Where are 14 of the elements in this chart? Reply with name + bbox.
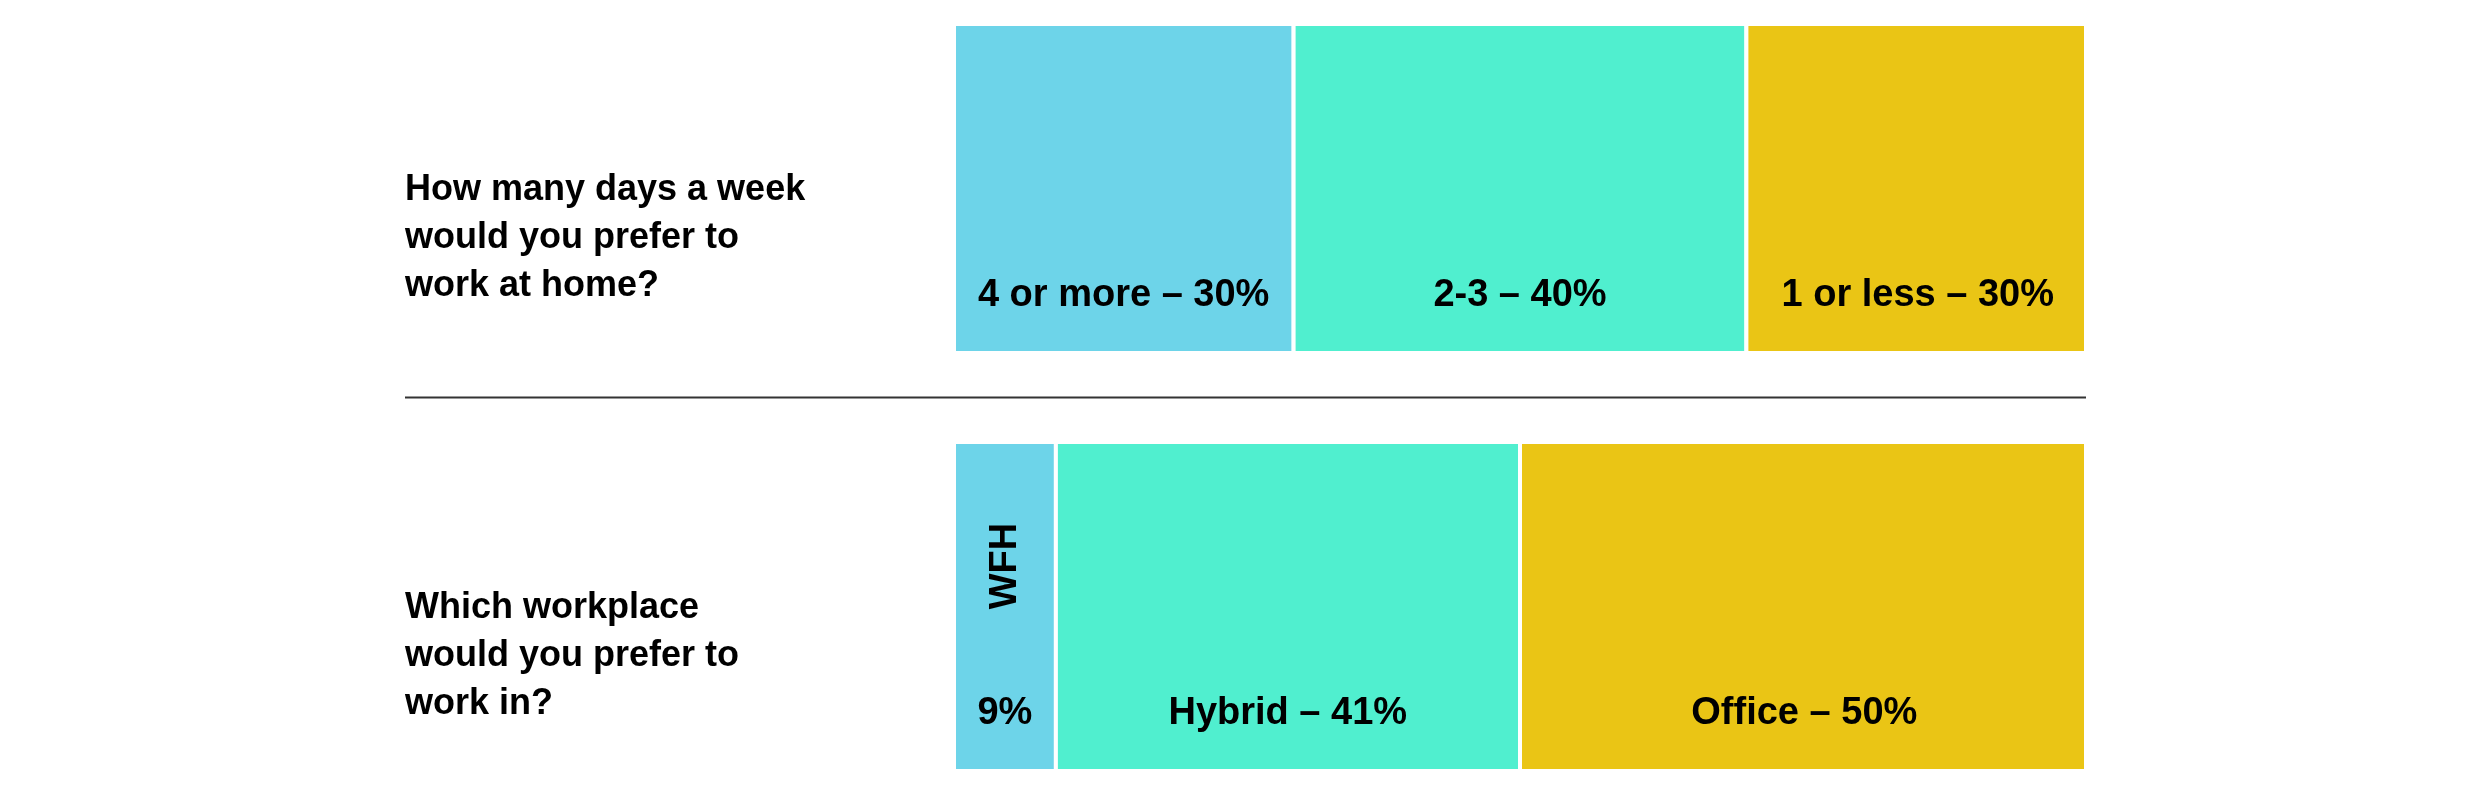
text: Which workplace would you prefer to work in? <box>404 584 740 722</box>
series-label: 4 or more – <box>977 272 1183 314</box>
series-label: Office – <box>1691 690 1831 732</box>
text: How many days a week would you prefer to work at home? <box>404 166 807 304</box>
data-label: 40% <box>1530 272 1607 314</box>
data-label: 9% <box>977 690 1033 732</box>
data-label: 41% <box>1331 690 1408 732</box>
series-label: 1 or less – <box>1781 272 1968 314</box>
data-label: 30% <box>1193 272 1270 314</box>
data-label: 30% <box>1977 272 2055 314</box>
series-label: Hybrid – <box>1168 690 1321 732</box>
series-label: WFH <box>981 522 1024 610</box>
series-label: 2-3 – <box>1433 272 1520 314</box>
data-label: 50% <box>1841 690 1918 732</box>
